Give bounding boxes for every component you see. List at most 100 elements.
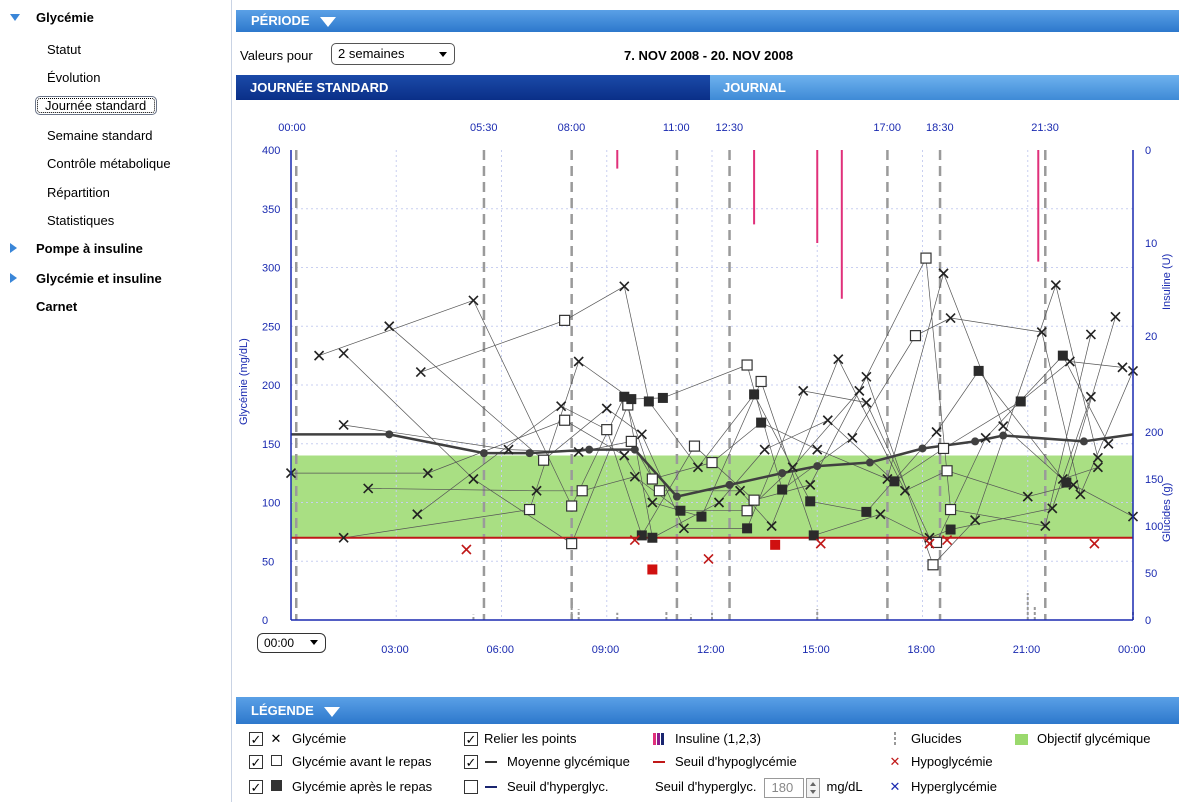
pre-meal-reading [741,505,753,517]
period-header[interactable]: PÉRIODE [236,10,1179,32]
period-range-select[interactable]: 2 semaines [331,43,455,65]
x-stroke [468,295,479,306]
legend-item-objectif: Objectif glycémique [1014,729,1150,749]
insulin-tick-label: 0 [1145,145,1151,157]
tab-journee-standard[interactable]: JOURNÉE STANDARD [236,75,710,100]
mean-point [778,469,787,478]
glycemia-reading [861,397,872,408]
x-tick-label: 06:00 [487,644,515,656]
x-stroke [1047,503,1058,514]
y-tick-label: 400 [262,145,280,157]
glycemia-reading [980,432,991,443]
x-stroke [766,520,777,532]
hypo-reading [461,544,472,555]
x-stroke [629,535,640,546]
y-tick-label: 50 [262,556,274,568]
x-stroke [861,371,872,382]
legend-item-seuil-hyper: Seuil d'hyperglyc. [464,777,608,797]
tab-journal[interactable]: JOURNAL [710,75,1179,100]
mean-point [865,458,874,467]
legend-item-seuil-hypo: Seuil d'hypoglycémie [652,752,797,772]
x-tick-label: 03:00 [381,644,409,656]
y-tick-label: 350 [262,204,280,216]
carbs-tick-label: 0 [1145,615,1151,627]
post-meal-reading [675,505,686,516]
glycemia-reading [998,421,1009,432]
nav-item-journee-standard[interactable]: Journée standard [35,96,158,115]
legend-checkbox-moyenne[interactable]: ✓ [464,754,478,770]
glycemia-reading [1036,327,1047,338]
x-stroke [1085,391,1096,402]
post-meal-reading [742,523,753,534]
nav-item-statistiques[interactable]: Statistiques [47,213,115,228]
y-tick-label: 200 [262,380,280,392]
open-square-icon [269,752,283,772]
post-meal-reading [889,476,900,487]
view-tabs: JOURNÉE STANDARD JOURNAL [236,75,1179,100]
x-stroke [941,535,953,546]
hyper-threshold-stepper[interactable] [806,777,821,798]
legend-checkbox-apres-repas[interactable]: ✓ [249,779,263,795]
legend-checkbox-seuil-hyper[interactable] [464,779,478,794]
legend-item-glucides: Glucides [888,729,962,749]
glycemia-reading [338,419,349,431]
nav-item-controle-metabolique[interactable]: Contrôle métabolique [47,156,171,171]
y-tick-label: 150 [262,439,280,451]
y-tick-label: 100 [262,498,280,510]
pre-meal-reading [920,252,932,264]
x-stroke [703,553,714,564]
filled-square-icon [269,777,283,797]
x-tick-label: 12:00 [697,644,725,656]
post-meal-reading [1015,396,1026,407]
x-stroke [314,350,325,361]
x-tick-label: 15:00 [802,644,830,656]
carbs-tick-label: 150 [1145,474,1163,486]
legend-item-hypo: ✕ Hypoglycémie [888,752,993,772]
hyper-threshold-input[interactable]: 180 [764,777,805,798]
x-stroke [1022,491,1033,502]
start-time-select[interactable]: 00:00 [257,633,326,653]
legend-checkbox-relier[interactable]: ✓ [464,731,478,747]
legend-label: Hyperglycémie [911,779,997,794]
glycemia-reading [1103,438,1114,449]
legend-checkbox-avant-repas[interactable]: ✓ [249,754,263,770]
pre-meal-reading [741,359,753,371]
glycemia-reading [468,473,479,485]
x-stroke [735,485,746,496]
x-stroke [1050,280,1061,291]
pre-meal-reading [559,314,571,326]
dropdown-arrow-icon [439,52,447,57]
pre-meal-reading [646,473,658,485]
x-tick-label: 18:00 [908,644,936,656]
pre-meal-reading [941,465,953,477]
nav-item-statut[interactable]: Statut [47,42,81,57]
legend-header[interactable]: LÉGENDE [236,697,1179,724]
x-stroke [461,544,472,555]
post-meal-reading [626,394,637,405]
legend-label: Insuline (1,2,3) [675,731,761,746]
nav-item-evolution[interactable]: Évolution [47,70,101,85]
top-time-label: 11:00 [663,122,690,134]
hypo-square-reading [770,539,781,550]
x-stroke [363,483,374,494]
insulin-tick-label: 20 [1145,331,1157,343]
glycemia-reading [1085,391,1096,402]
glycemia-reading [805,479,816,490]
nav-item-semaine-standard[interactable]: Semaine standard [47,128,153,143]
blue-x-icon: ✕ [889,778,901,794]
x-stroke [980,432,991,443]
x-stroke [970,515,981,526]
top-time-label: 05:30 [470,122,498,134]
x-stroke [1040,520,1051,532]
legend-checkbox-glycemie[interactable]: ✓ [249,731,263,747]
x-stroke [1036,327,1047,338]
x-stroke [692,462,704,473]
mean-point [672,492,681,501]
top-time-label: 17:00 [873,122,901,134]
x-stroke [945,312,956,324]
expand-triangle-icon [10,273,17,283]
legend-item-apres-repas: ✓ Glycémie après le repas [249,777,432,797]
nav-item-repartition[interactable]: Répartition [47,185,110,200]
pre-meal-reading [706,456,718,469]
x-stroke [647,497,658,508]
